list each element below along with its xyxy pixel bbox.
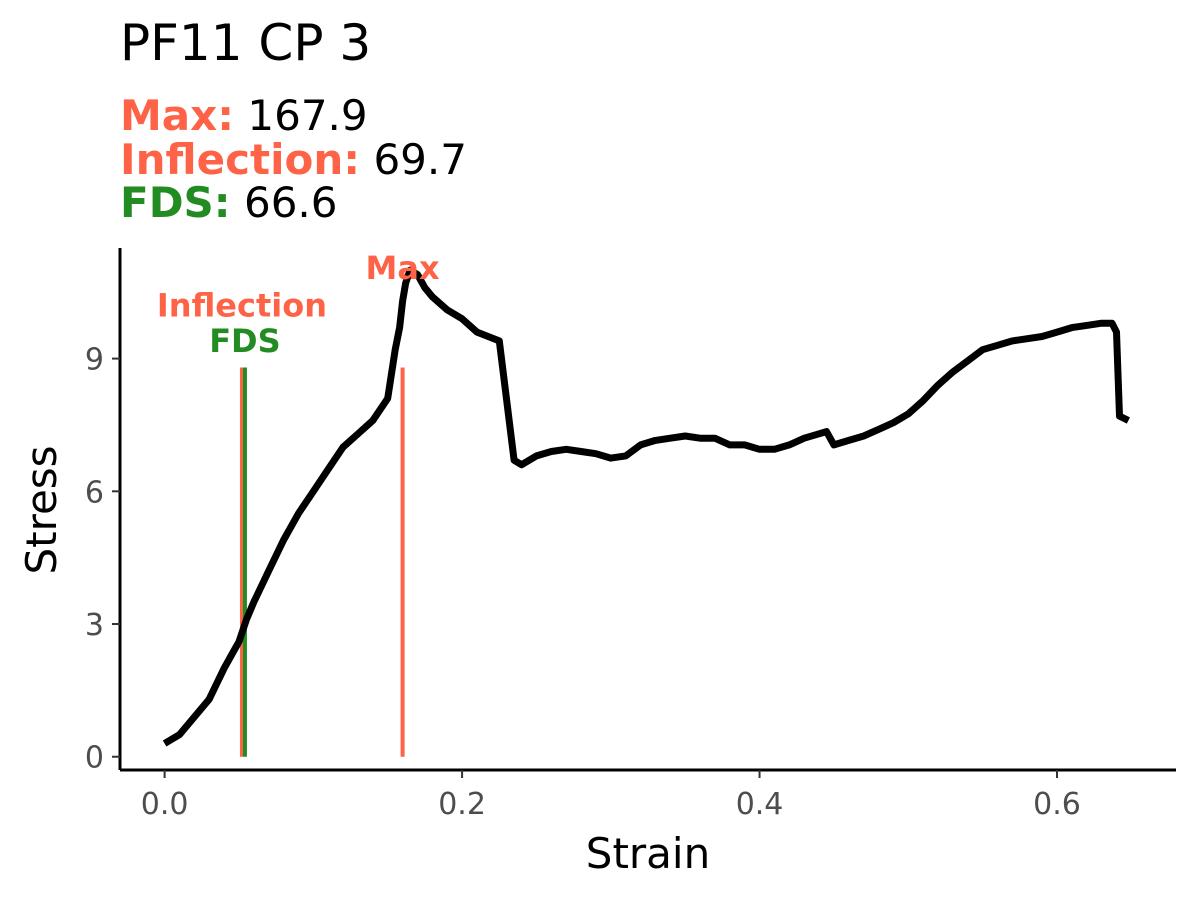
y-axis-title: Stress	[17, 445, 66, 574]
x-tick-label: 0.6	[1033, 787, 1081, 822]
data-series	[162, 266, 1130, 747]
max-marker-label: Max	[366, 249, 440, 287]
fds-marker-label: FDS	[209, 322, 280, 360]
stress-strain-line	[162, 266, 1130, 747]
axes: 0.0 0.2 0.4 0.6 0 3 6 9	[85, 248, 1176, 822]
max-stat-value: 167.9	[247, 91, 368, 140]
y-tick-label: 9	[85, 343, 104, 378]
x-tick-label: 0.4	[736, 787, 784, 822]
x-tick-label: 0.0	[141, 787, 189, 822]
chart-title: PF11 CP 3	[120, 14, 372, 72]
y-tick-label: 0	[85, 741, 104, 776]
max-stat-label: Max:	[120, 91, 235, 140]
x-tick-label: 0.2	[438, 787, 486, 822]
max-stat: Max: 167.9	[120, 95, 368, 137]
fds-stat-label: FDS:	[120, 178, 231, 227]
inflection-stat-label: Inflection:	[120, 135, 361, 184]
y-tick-label: 6	[85, 475, 104, 510]
inflection-stat-value: 69.7	[373, 135, 467, 184]
marker-lines	[239, 367, 405, 757]
fds-stat-value: 66.6	[243, 178, 338, 227]
inflection-stat: Inflection: 69.7	[120, 139, 467, 181]
fds-stat: FDS: 66.6	[120, 182, 337, 224]
inflection-marker-label: Inflection	[157, 287, 327, 325]
y-tick-label: 3	[85, 608, 104, 643]
x-axis-title: Strain	[586, 829, 710, 878]
